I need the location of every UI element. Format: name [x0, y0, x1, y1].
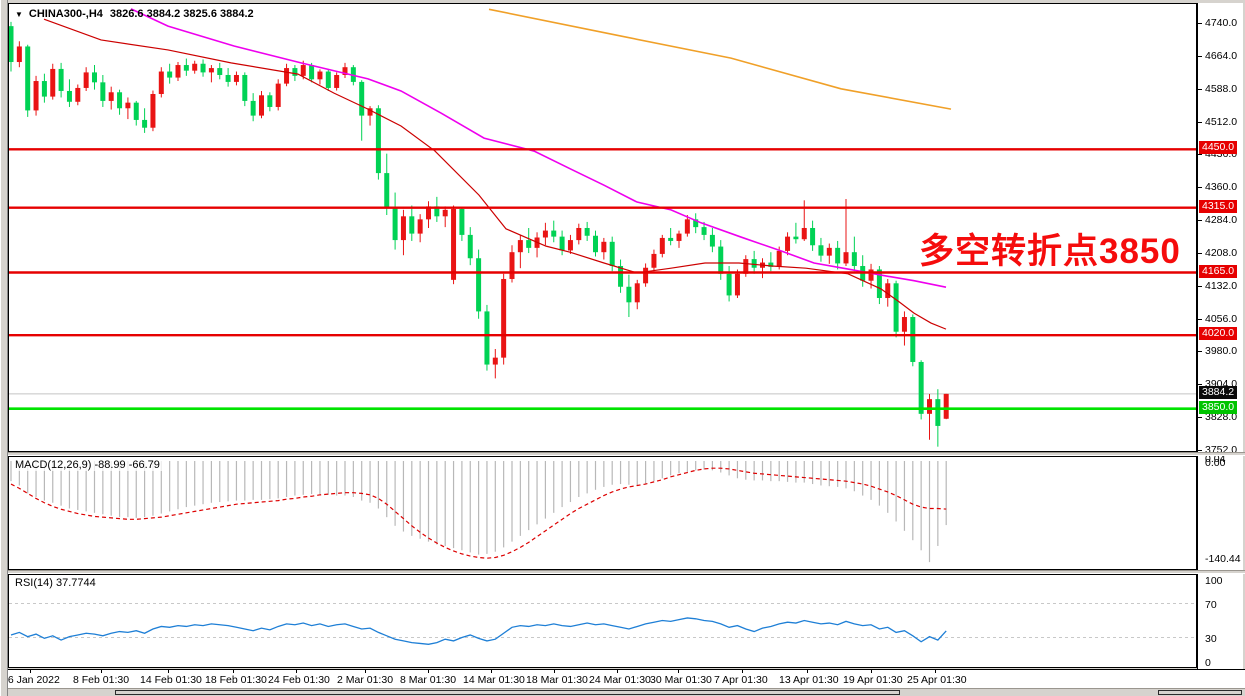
window-top-border — [0, 0, 1245, 3]
time-axis-label: 8 Mar 01:30 — [400, 674, 457, 686]
price-axis-tick — [1198, 351, 1202, 353]
symbol-dropdown-icon[interactable]: ▼ — [15, 9, 23, 19]
time-axis-tick — [365, 670, 366, 673]
resistance-price-badge: 4450.0 — [1199, 141, 1238, 155]
panel-separator-rsi[interactable] — [0, 570, 1245, 574]
price-axis-label: 4208.0 — [1205, 246, 1238, 259]
price-axis-label: 4664.0 — [1205, 49, 1238, 62]
price-axis-label: 3828.0 — [1205, 411, 1238, 424]
macd-axis-bottom: -140.44 — [1205, 553, 1241, 565]
price-chart-panel[interactable]: ▼ CHINA300-,H4 3826.6 3884.2 3825.6 3884… — [8, 3, 1197, 452]
rsi-axis-70: 70 — [1205, 599, 1217, 611]
price-axis-tick — [1198, 318, 1202, 320]
price-axis-tick — [1198, 450, 1202, 451]
time-axis-tick — [296, 670, 297, 673]
window-bottom-strip — [0, 688, 1245, 696]
window-left-border — [0, 0, 8, 696]
macd-chart[interactable] — [9, 457, 1197, 570]
time-axis-label: 18 Feb 01:30 — [205, 674, 267, 686]
price-axis-tick — [1198, 252, 1202, 254]
time-axis-label: 7 Apr 01:30 — [714, 674, 768, 686]
time-axis-tick — [554, 670, 555, 673]
annotation-text[interactable]: 多空转折点3850 — [919, 232, 1181, 271]
time-axis-tick — [428, 670, 429, 673]
scrollbar-end-box[interactable] — [1158, 690, 1242, 695]
resistance-price-badge: 4020.0 — [1199, 327, 1238, 341]
time-axis-label: 14 Feb 01:30 — [140, 674, 202, 686]
macd-axis-top: 0.04 — [1205, 453, 1226, 465]
time-axis-tick — [30, 670, 31, 673]
time-axis-tick — [491, 670, 492, 673]
rsi-chart[interactable] — [9, 575, 1197, 668]
price-axis-tick — [1198, 417, 1202, 419]
price-axis-tick — [1198, 121, 1202, 123]
support-price-badge: 3850.0 — [1199, 400, 1238, 414]
price-axis-label: 4512.0 — [1205, 115, 1238, 128]
price-axis-tick — [1198, 22, 1202, 24]
time-axis-label: 14 Mar 01:30 — [463, 674, 525, 686]
candlestick-chart[interactable] — [9, 4, 1197, 452]
symbol-label: CHINA300-,H4 — [28, 8, 103, 20]
last-price-badge: 3884.2 — [1199, 385, 1238, 399]
price-axis-tick — [1198, 88, 1202, 90]
price-axis-label: 3980.0 — [1205, 345, 1238, 358]
price-axis-label: 4740.0 — [1205, 16, 1238, 29]
time-axis-label: 18 Mar 01:30 — [526, 674, 588, 686]
time-axis-label: 25 Apr 01:30 — [907, 674, 967, 686]
time-axis-label: 30 Mar 01:30 — [650, 674, 712, 686]
time-axis-label: 8 Feb 01:30 — [73, 674, 130, 686]
macd-label: MACD(12,26,9) -88.99 -66.79 — [13, 459, 162, 471]
macd-panel[interactable]: MACD(12,26,9) -88.99 -66.79 — [8, 456, 1197, 570]
time-axis-tick — [233, 670, 234, 673]
chart-symbol-header[interactable]: ▼ CHINA300-,H4 3826.6 3884.2 3825.6 3884… — [13, 7, 254, 21]
horizontal-scrollbar[interactable] — [115, 690, 900, 695]
rsi-axis-0: 0 — [1205, 657, 1211, 669]
price-axis-label: 4360.0 — [1205, 181, 1238, 194]
time-axis-label: 13 Apr 01:30 — [779, 674, 839, 686]
price-axis-tick — [1198, 55, 1202, 57]
price-axis-label: 4588.0 — [1205, 82, 1238, 95]
time-axis[interactable]: 26 Jan 2022 8 Feb 01:30 14 Feb 01:30 18 Feb… — [0, 669, 1245, 688]
time-axis-tick — [678, 670, 679, 673]
resistance-price-badge: 4165.0 — [1199, 264, 1238, 278]
price-axis-tick — [1198, 187, 1202, 189]
price-axis-label: 4056.0 — [1205, 312, 1238, 325]
rsi-label: RSI(14) 37.7744 — [13, 577, 98, 589]
time-axis-tick — [742, 670, 743, 673]
time-axis-tick — [101, 670, 102, 673]
time-axis-label: 19 Apr 01:30 — [843, 674, 903, 686]
ohlc-values: 3826.6 3884.2 3825.6 3884.2 — [109, 8, 254, 20]
price-axis-tick — [1198, 154, 1202, 156]
resistance-price-badge: 4315.0 — [1199, 199, 1238, 213]
price-axis-tick — [1198, 384, 1202, 386]
price-axis-tick — [1198, 285, 1202, 287]
time-axis-tick — [617, 670, 618, 673]
time-axis-label: 24 Feb 01:30 — [268, 674, 330, 686]
macd-axis-zero: 0.00 — [1205, 457, 1226, 469]
rsi-axis-30: 30 — [1205, 633, 1217, 645]
price-axis-label: 4284.0 — [1205, 214, 1238, 227]
price-axis[interactable]: 4740.0 4664.0 4588.0 4512.0 4436.0 4360.0 4284… — [1197, 3, 1243, 688]
time-axis-tick — [935, 670, 936, 673]
time-axis-label: 24 Mar 01:30 — [589, 674, 651, 686]
rsi-panel[interactable]: RSI(14) 37.7744 — [8, 574, 1197, 668]
time-axis-tick — [871, 670, 872, 673]
time-axis-tick — [807, 670, 808, 673]
price-axis-tick — [1198, 220, 1202, 222]
time-axis-label: 2 Mar 01:30 — [337, 674, 394, 686]
rsi-axis-100: 100 — [1205, 575, 1223, 587]
time-axis-tick — [168, 670, 169, 673]
panel-separator-macd[interactable] — [0, 452, 1245, 456]
price-axis-label: 4132.0 — [1205, 279, 1238, 292]
time-axis-label: 26 Jan 2022 — [2, 674, 60, 686]
